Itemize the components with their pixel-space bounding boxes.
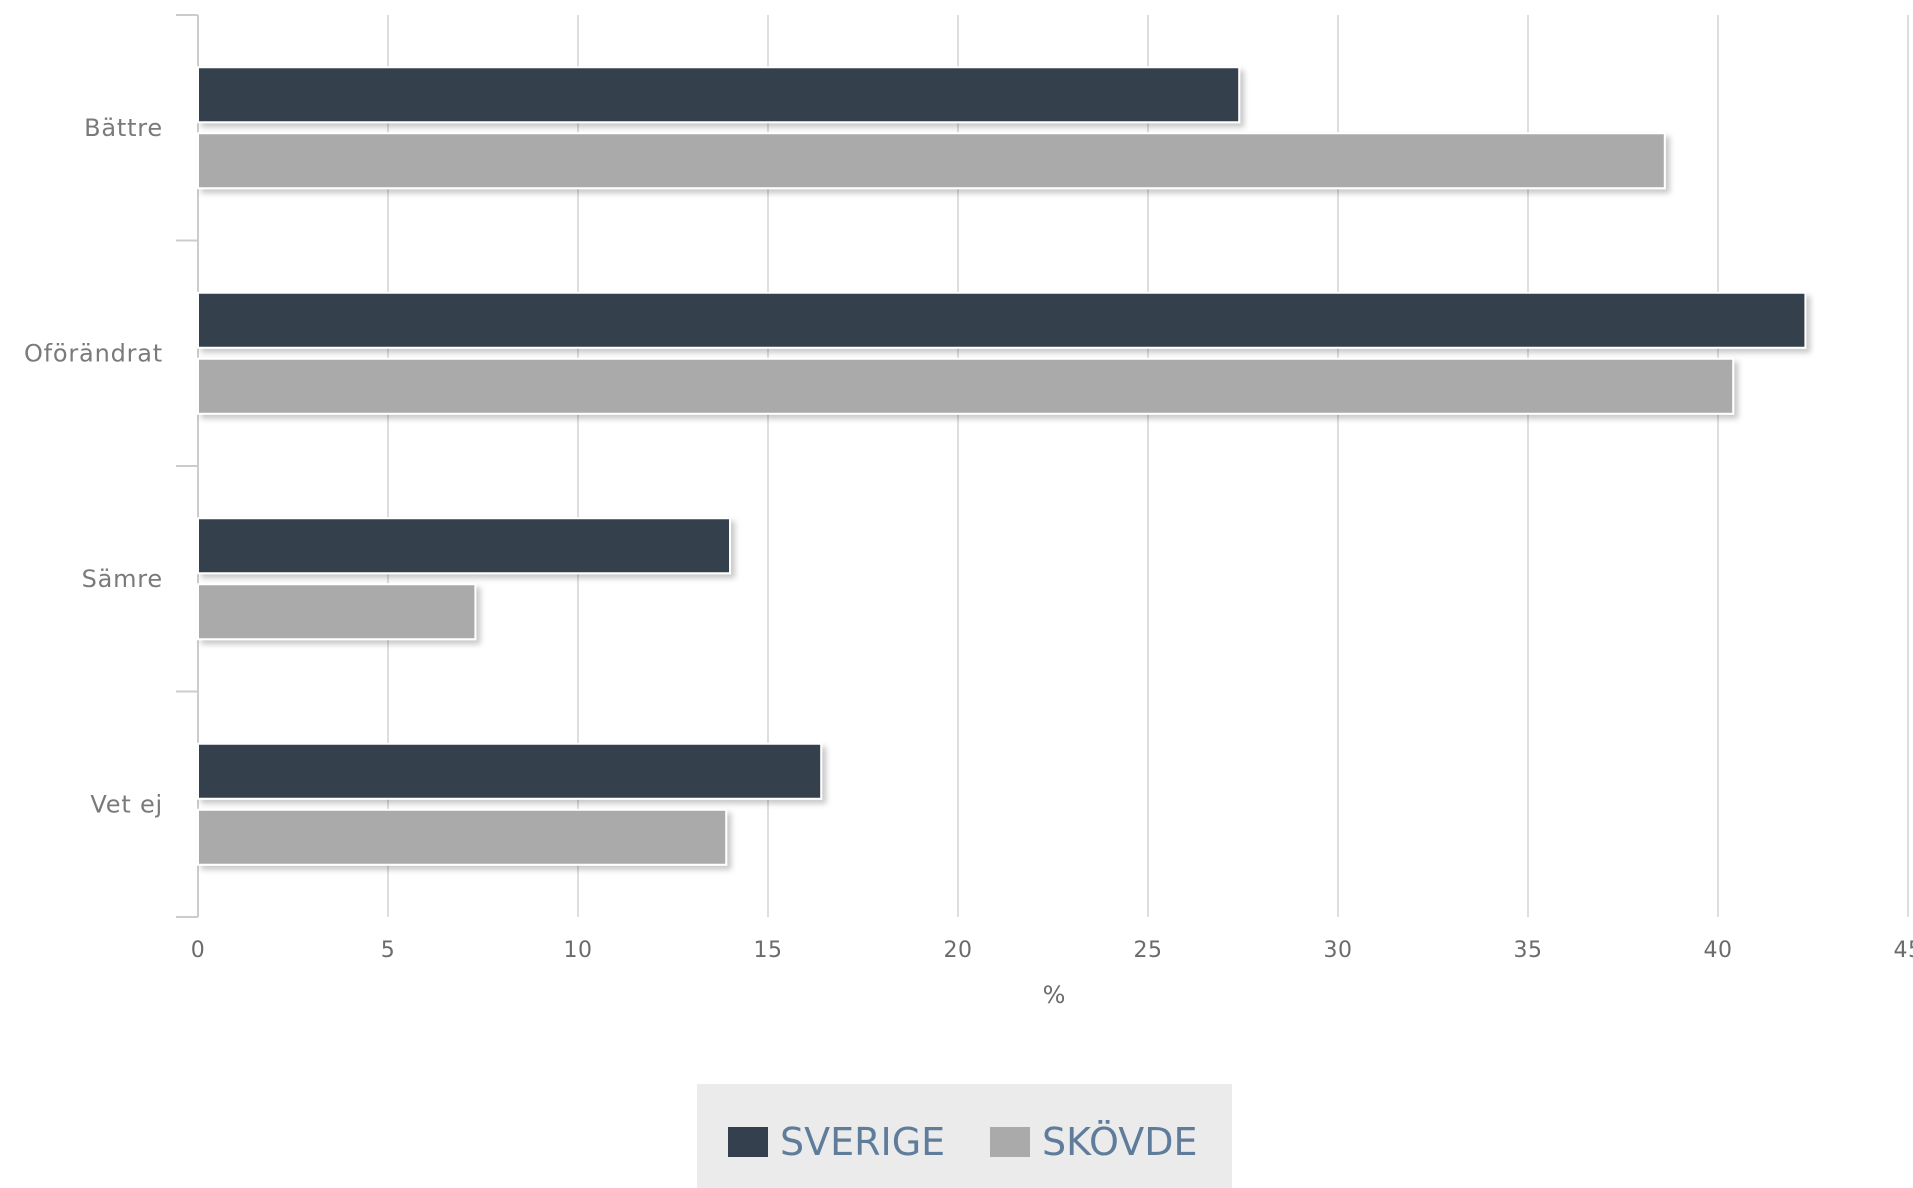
labels: 0 5 10 15 20 25 30 35 40 45 Bättre Oförändrat Sämre V… — [24, 114, 1913, 1009]
bars — [197, 66, 1807, 866]
category-label: Oförändrat — [24, 339, 163, 367]
x-tick-label: 30 — [1324, 938, 1353, 963]
bar-skövde-0 — [197, 132, 1666, 190]
category-label: Sämre — [82, 565, 163, 593]
legend: SVERIGE SKÖVDE — [697, 1084, 1232, 1188]
x-tick-label: 40 — [1704, 938, 1733, 963]
legend-box — [697, 1084, 1232, 1188]
x-tick-label: 35 — [1514, 938, 1543, 963]
legend-label-sverige: SVERIGE — [780, 1120, 945, 1164]
legend-swatch-sverige — [728, 1127, 768, 1157]
x-tick-label: 5 — [381, 938, 396, 963]
bar-sverige-3 — [197, 742, 823, 800]
x-tick-label: 45 — [1894, 938, 1913, 963]
x-tick-label: 20 — [944, 938, 973, 963]
x-axis-title: % — [1043, 981, 1066, 1009]
legend-label-skövde: SKÖVDE — [1042, 1120, 1197, 1164]
category-label: Vet ej — [90, 790, 163, 818]
legend-swatch-skövde — [990, 1127, 1030, 1157]
x-tick-label: 25 — [1134, 938, 1163, 963]
bar-skövde-2 — [197, 583, 477, 641]
bar-skövde-1 — [197, 357, 1735, 415]
bar-sverige-1 — [197, 291, 1807, 349]
bar-sverige-2 — [197, 517, 731, 575]
bar-skövde-3 — [197, 808, 728, 866]
x-tick-label: 0 — [191, 938, 206, 963]
category-label: Bättre — [84, 114, 163, 142]
bar-sverige-0 — [197, 66, 1241, 124]
x-tick-label: 15 — [754, 938, 783, 963]
axes — [176, 14, 199, 918]
x-tick-label: 10 — [564, 938, 593, 963]
